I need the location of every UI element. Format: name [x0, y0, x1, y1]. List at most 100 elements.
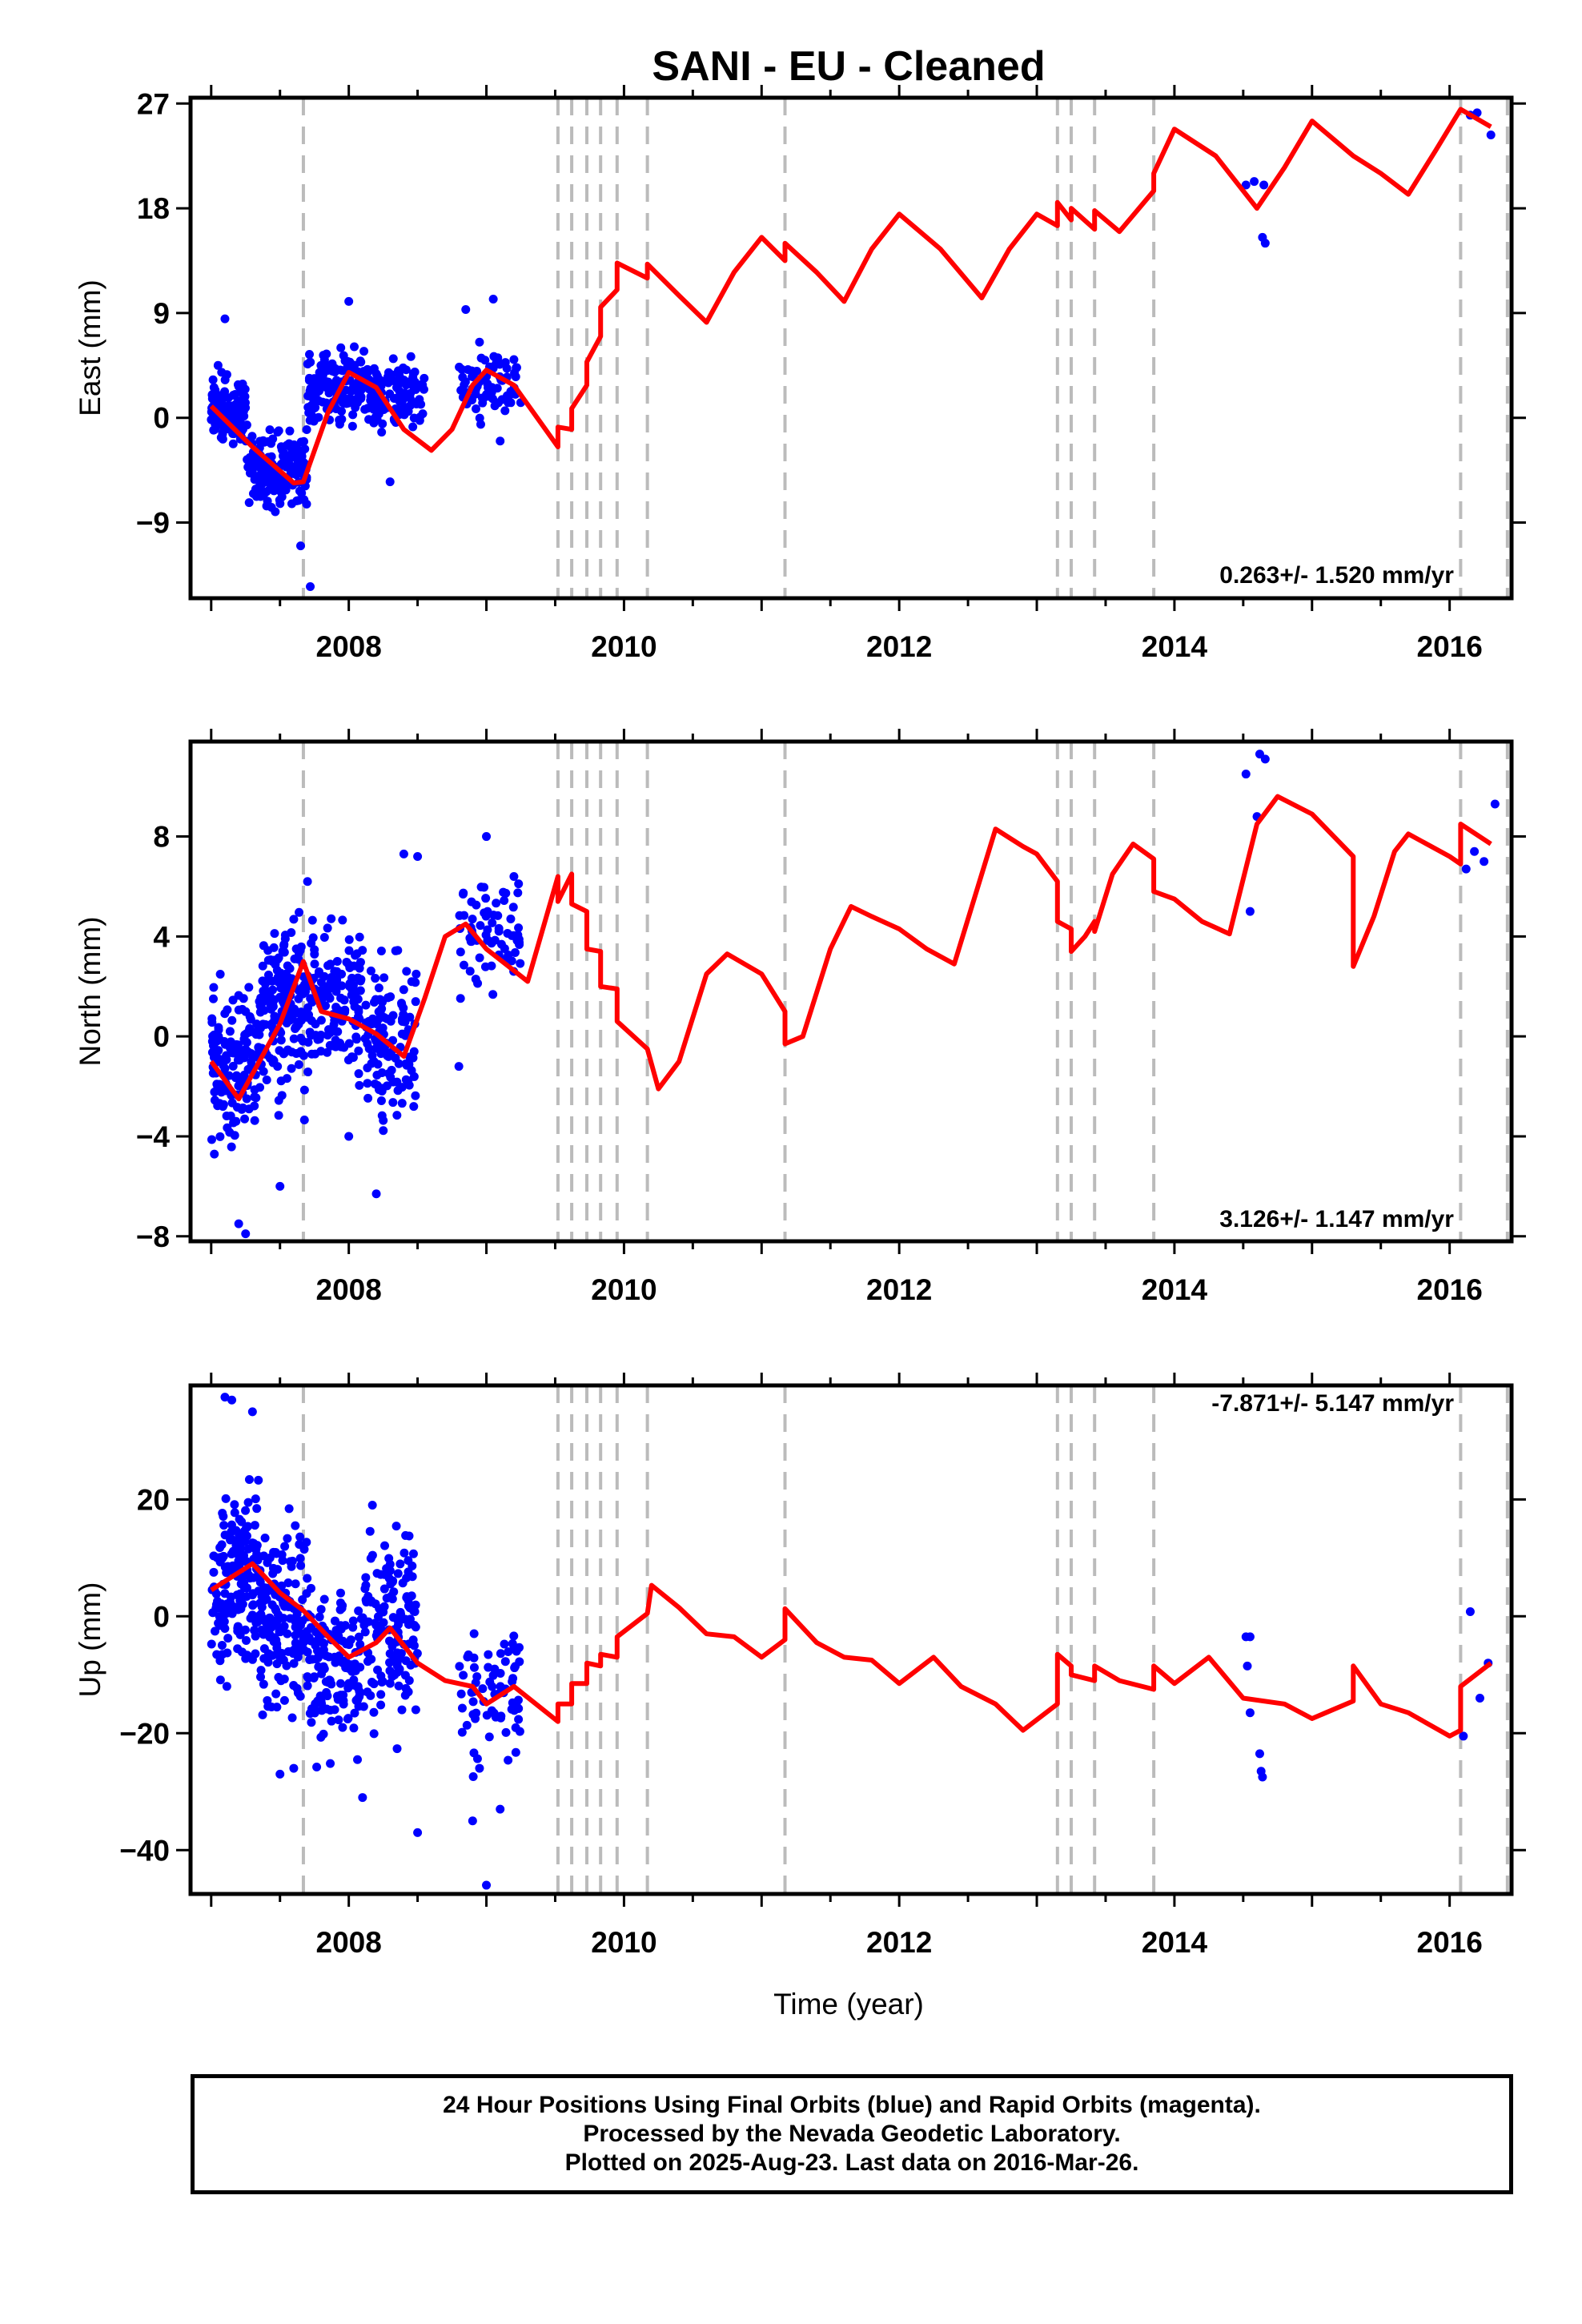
data-point	[259, 436, 268, 445]
data-point	[513, 1695, 523, 1705]
data-point	[223, 1005, 232, 1015]
data-point	[283, 977, 292, 987]
data-point	[340, 1621, 350, 1630]
y-tick-label: −4	[136, 1120, 171, 1153]
data-point	[223, 1634, 233, 1643]
data-point	[207, 1036, 217, 1046]
data-point	[272, 1703, 282, 1712]
data-point	[354, 1069, 363, 1079]
data-point	[295, 1532, 305, 1542]
data-point	[456, 1689, 466, 1699]
data-point	[347, 421, 357, 431]
data-point	[1241, 770, 1251, 779]
data-point	[508, 1677, 517, 1687]
data-point	[215, 1612, 224, 1622]
data-point	[480, 962, 490, 971]
data-point	[369, 364, 379, 373]
data-point	[501, 1727, 511, 1737]
data-point	[383, 1051, 392, 1060]
data-point	[220, 1393, 230, 1402]
data-point	[327, 973, 336, 983]
data-point	[455, 1662, 464, 1671]
x-tick-label: 2012	[866, 1926, 932, 1959]
data-point	[226, 1592, 235, 1602]
data-point	[215, 1542, 225, 1552]
y-tick-label: 27	[137, 87, 170, 120]
data-point	[311, 1641, 320, 1651]
data-point	[476, 420, 485, 429]
data-point	[215, 1132, 225, 1141]
y-tick-label: −20	[119, 1717, 170, 1750]
x-tick-label: 2010	[591, 1273, 656, 1306]
data-point	[209, 1551, 219, 1561]
data-point	[209, 425, 219, 435]
data-point	[482, 390, 492, 400]
data-point	[207, 1639, 216, 1649]
data-point	[488, 294, 498, 304]
data-point	[457, 1703, 467, 1713]
data-point	[511, 1747, 520, 1757]
data-point	[270, 1011, 279, 1021]
data-point	[209, 983, 219, 992]
data-point	[464, 1650, 473, 1659]
data-point	[493, 911, 503, 920]
data-point	[323, 1691, 332, 1701]
data-point	[217, 1640, 227, 1650]
data-point	[243, 1498, 253, 1507]
data-point	[355, 963, 364, 973]
data-point	[242, 1592, 251, 1602]
data-point	[482, 1711, 492, 1720]
data-point	[219, 1512, 228, 1522]
data-point	[253, 1551, 263, 1561]
data-point	[242, 1523, 251, 1533]
data-point	[277, 1581, 287, 1590]
data-point	[359, 1702, 368, 1711]
data-point	[354, 1632, 363, 1642]
data-point	[282, 462, 291, 472]
data-point	[372, 1080, 382, 1090]
data-point	[397, 1029, 407, 1039]
data-point	[367, 400, 376, 410]
data-point	[277, 1091, 287, 1100]
data-point	[387, 1672, 397, 1682]
data-point	[336, 343, 346, 352]
data-point	[271, 1604, 280, 1614]
data-point	[298, 1595, 307, 1605]
data-point	[458, 372, 468, 382]
data-point	[471, 404, 480, 414]
data-point	[248, 469, 258, 479]
data-point	[287, 1713, 297, 1723]
data-point	[338, 366, 347, 376]
data-point	[277, 1648, 287, 1658]
data-point	[218, 428, 227, 437]
data-point	[484, 1663, 493, 1672]
x-tick-label: 2010	[591, 1926, 656, 1959]
data-point	[356, 392, 366, 401]
data-point	[398, 1578, 408, 1588]
data-point	[456, 947, 465, 957]
x-tick-label: 2012	[866, 630, 932, 663]
data-point	[339, 995, 349, 1004]
data-point	[325, 1028, 335, 1038]
data-point	[500, 895, 509, 905]
data-point	[267, 502, 276, 512]
data-point	[319, 1729, 328, 1739]
data-point	[500, 944, 509, 954]
data-point	[468, 1816, 477, 1826]
data-point	[356, 357, 366, 367]
data-point	[340, 1005, 350, 1015]
data-point	[227, 1142, 236, 1152]
data-point	[397, 1705, 407, 1715]
data-point	[305, 1655, 315, 1664]
data-point	[241, 1654, 251, 1663]
model-curve	[209, 794, 1492, 1102]
data-point	[235, 1625, 244, 1634]
data-point	[471, 1714, 480, 1723]
data-point	[413, 1827, 423, 1837]
data-point	[254, 1475, 263, 1485]
data-point	[319, 351, 328, 360]
data-point	[244, 1475, 254, 1485]
data-point	[239, 994, 248, 1003]
data-point	[378, 1023, 387, 1033]
data-point	[410, 1601, 420, 1610]
